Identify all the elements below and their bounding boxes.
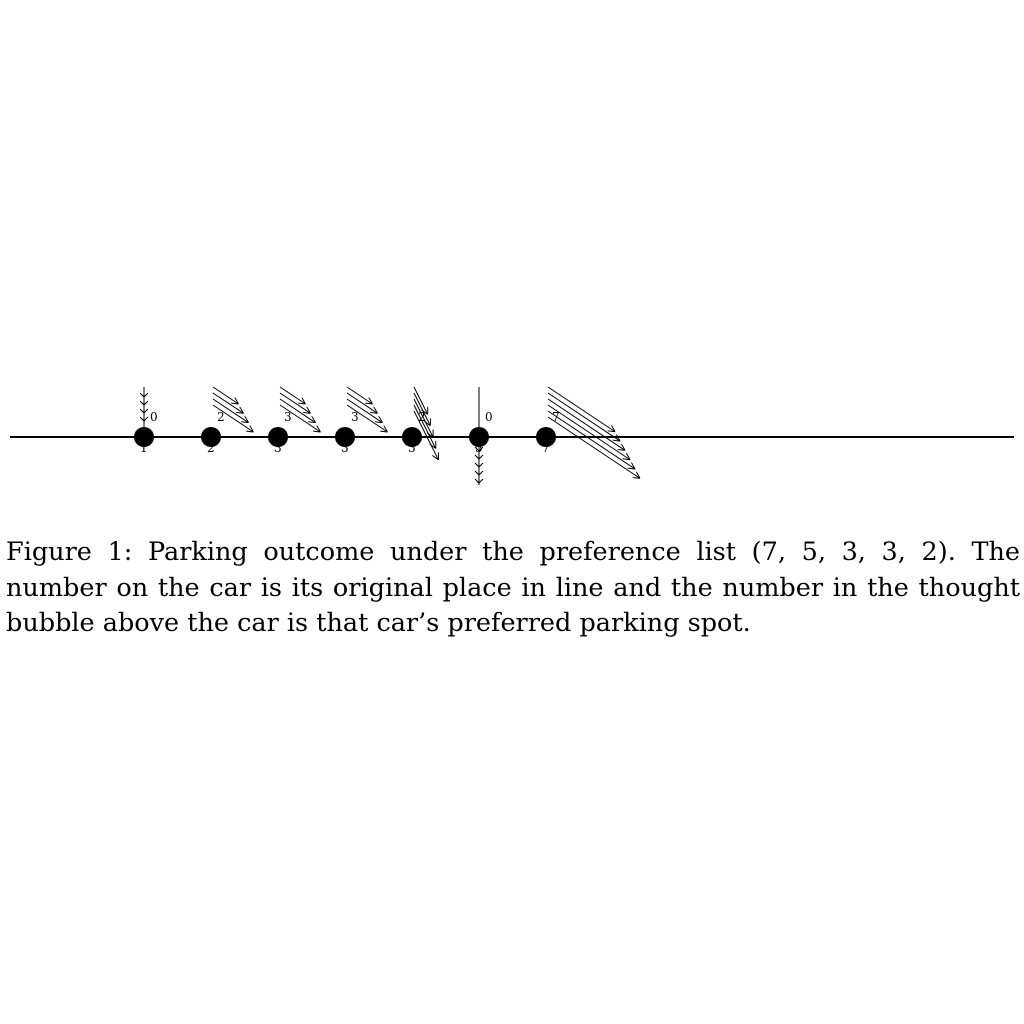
arrow-stroke [547, 416, 640, 478]
arrow-stroke [346, 398, 382, 422]
arrow-head [139, 392, 149, 398]
arrow-stroke [279, 386, 305, 404]
car-4-arrows [346, 386, 387, 432]
car-3-arrows [279, 386, 320, 432]
car-4: 33 [335, 386, 387, 455]
car-dot [536, 427, 556, 447]
arrow-head [474, 446, 484, 452]
arrow-stroke [346, 404, 387, 432]
position-label: 1 [140, 441, 148, 455]
arrow-head [474, 462, 484, 468]
car-2-arrows [212, 386, 253, 432]
preference-label: 0 [150, 410, 158, 424]
position-label: 5 [475, 441, 483, 455]
arrow-stroke [547, 410, 635, 469]
position-label: 7 [542, 441, 550, 455]
car-3: 33 [268, 386, 320, 455]
car-6: 05 [469, 387, 493, 485]
figure-caption: Figure 1: Parking outcome under the pref… [6, 537, 1020, 638]
preference-label: 3 [351, 410, 359, 424]
preference-label: 2 [418, 410, 426, 424]
arrow-stroke [547, 398, 625, 450]
arrow-stroke [212, 398, 248, 422]
arrow-head [139, 416, 149, 422]
preference-label: 7 [552, 410, 560, 424]
arrow-stroke [279, 392, 310, 413]
position-label: 3 [274, 441, 282, 455]
arrow-stroke [279, 404, 320, 432]
position-label: 3 [341, 441, 349, 455]
car-1: 01 [134, 387, 158, 455]
car-dot [201, 427, 221, 447]
car-dot [268, 427, 288, 447]
car-7: 77 [536, 386, 640, 478]
arrow-stroke [346, 386, 372, 404]
arrow-stroke [413, 404, 435, 448]
arrow-head [474, 478, 484, 484]
arrow-stroke [547, 404, 630, 459]
arrow-stroke [212, 404, 253, 432]
arrow-stroke [212, 392, 243, 413]
arrow-stroke [413, 410, 438, 459]
car-1-arrows [139, 387, 149, 427]
preference-label: 0 [485, 410, 493, 424]
arrow-stroke [346, 392, 377, 413]
car-dot [134, 427, 154, 447]
car-dot [402, 427, 422, 447]
arrow-stroke [279, 398, 315, 422]
arrow-stroke [413, 398, 433, 437]
arrow-head [474, 470, 484, 476]
arrow-stroke [212, 386, 238, 404]
car-dot [469, 427, 489, 447]
car-5: 23 [402, 386, 438, 459]
arrow-stroke [547, 392, 620, 441]
preference-label: 2 [217, 410, 225, 424]
arrow-stroke [413, 386, 427, 414]
arrow-head [139, 408, 149, 414]
car-7-arrows [547, 386, 640, 478]
arrow-stroke [413, 392, 430, 425]
arrow-head [474, 454, 484, 460]
preference-label: 3 [284, 410, 292, 424]
arrow-head [139, 400, 149, 406]
position-label: 3 [408, 441, 416, 455]
car-2: 22 [201, 386, 253, 455]
car-5-arrows [413, 386, 438, 459]
position-label: 2 [207, 441, 215, 455]
car-dot [335, 427, 355, 447]
arrow-stroke [547, 386, 615, 431]
